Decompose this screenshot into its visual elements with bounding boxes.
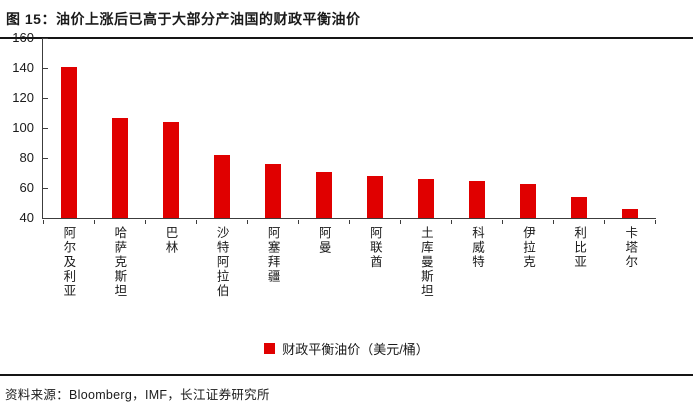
- y-axis-labels: 40 60 80 100 120 140 160: [0, 30, 36, 225]
- bar-slot: [43, 38, 95, 224]
- bar-slot: [94, 38, 146, 224]
- y-axis-tick: [43, 98, 48, 99]
- bar: [520, 183, 537, 218]
- y-axis-tick-label: 60: [19, 180, 34, 195]
- x-axis-label-cell: 卡塔尔: [604, 226, 655, 336]
- source-note: 资料来源：Bloomberg，IMF，长江证券研究所: [5, 388, 270, 402]
- bar-slot: [401, 38, 453, 224]
- x-axis-tick: [502, 220, 504, 224]
- y-axis-tick: [43, 158, 48, 159]
- x-axis-tick: [297, 220, 299, 224]
- bar-slot: [196, 38, 248, 224]
- bar: [622, 209, 639, 218]
- bar: [60, 66, 77, 218]
- bar-slot: [452, 38, 504, 224]
- x-axis-tick: [553, 220, 555, 224]
- x-axis-label-cell: 阿尔及利亚: [42, 226, 93, 336]
- x-axis-category-label: 巴林: [163, 226, 178, 255]
- figure-title: 图 15：油价上涨后已高于大部分产油国的财政平衡油价: [0, 0, 693, 39]
- x-axis-category-label: 卡塔尔: [623, 226, 638, 270]
- x-axis-category-label: 阿曼: [316, 226, 331, 255]
- y-axis-tick-label: 140: [12, 59, 34, 75]
- legend-label: 财政平衡油价（美元/桶）: [282, 341, 429, 357]
- y-axis-tick: [43, 38, 48, 39]
- x-axis-category-label: 土库曼斯坦: [418, 226, 433, 299]
- bar-slot: [503, 38, 555, 224]
- legend-swatch-icon: [264, 342, 276, 354]
- y-axis-tick-label: 80: [19, 149, 34, 165]
- x-axis-category-label: 科威特: [469, 226, 484, 270]
- footer-divider: [0, 374, 693, 376]
- x-axis-tick: [195, 220, 197, 224]
- y-axis-tick: [43, 128, 48, 129]
- x-axis-tick: [604, 220, 606, 224]
- bar: [571, 197, 588, 218]
- x-axis-label-cell: 巴林: [144, 226, 195, 336]
- x-axis-category-label: 阿联酋: [367, 226, 382, 270]
- x-axis-tick: [93, 220, 95, 224]
- y-axis-tick-label: 40: [19, 210, 34, 225]
- plot-area: [42, 38, 657, 224]
- bar-slot: [349, 38, 402, 224]
- bar: [367, 176, 383, 218]
- y-axis-tick-label: 160: [12, 30, 34, 45]
- y-axis-tick-label: 100: [12, 120, 34, 135]
- x-axis-tick: [144, 220, 146, 224]
- y-axis-tick: [43, 188, 48, 189]
- x-axis-label-cell: 阿曼: [297, 226, 348, 336]
- x-axis-tick: [655, 220, 657, 224]
- legend: 财政平衡油价（美元/桶）: [0, 338, 693, 358]
- bar-slot: [605, 38, 657, 224]
- bar: [418, 179, 435, 218]
- bar-slot: [247, 38, 299, 224]
- x-axis-tick: [400, 220, 402, 224]
- x-axis-tick: [451, 220, 453, 224]
- x-axis-labels: 阿尔及利亚 哈萨克斯坦 巴林 沙特阿拉伯 阿塞拜疆 阿曼 阿联酋 土库曼斯坦 科威特 伊拉克 利比亚…: [42, 226, 655, 336]
- bar-series: [43, 38, 657, 224]
- bar-slot: [145, 38, 197, 224]
- y-axis-tick-label: 120: [12, 89, 34, 105]
- x-axis-label-cell: 伊拉克: [502, 226, 553, 336]
- x-axis-category-label: 伊拉克: [521, 226, 536, 270]
- bar: [315, 171, 332, 218]
- x-axis-category-label: 沙特阿拉伯: [214, 226, 229, 299]
- x-axis-label-cell: 土库曼斯坦: [400, 226, 451, 336]
- bar-slot: [298, 38, 350, 224]
- x-axis-category-label: 阿尔及利亚: [61, 226, 76, 299]
- bar: [111, 117, 128, 218]
- x-axis-label-cell: 哈萨克斯坦: [93, 226, 144, 336]
- bar: [469, 180, 486, 218]
- x-axis-tick: [246, 220, 248, 224]
- x-axis-label-cell: 利比亚: [553, 226, 604, 336]
- x-axis-label-cell: 阿塞拜疆: [246, 226, 297, 336]
- bar: [213, 155, 230, 218]
- x-axis-label-cell: 科威特: [451, 226, 502, 336]
- y-axis-tick: [43, 68, 48, 69]
- x-axis-label-cell: 阿联酋: [348, 226, 399, 336]
- x-axis-category-label: 利比亚: [572, 226, 587, 270]
- x-axis-category-label: 阿塞拜疆: [265, 226, 280, 284]
- x-axis-category-label: 哈萨克斯坦: [112, 226, 127, 299]
- x-axis-tick: [348, 220, 350, 224]
- bar-slot: [554, 38, 606, 224]
- x-axis-label-cell: 沙特阿拉伯: [195, 226, 246, 336]
- bar: [162, 122, 179, 218]
- bar: [264, 164, 281, 218]
